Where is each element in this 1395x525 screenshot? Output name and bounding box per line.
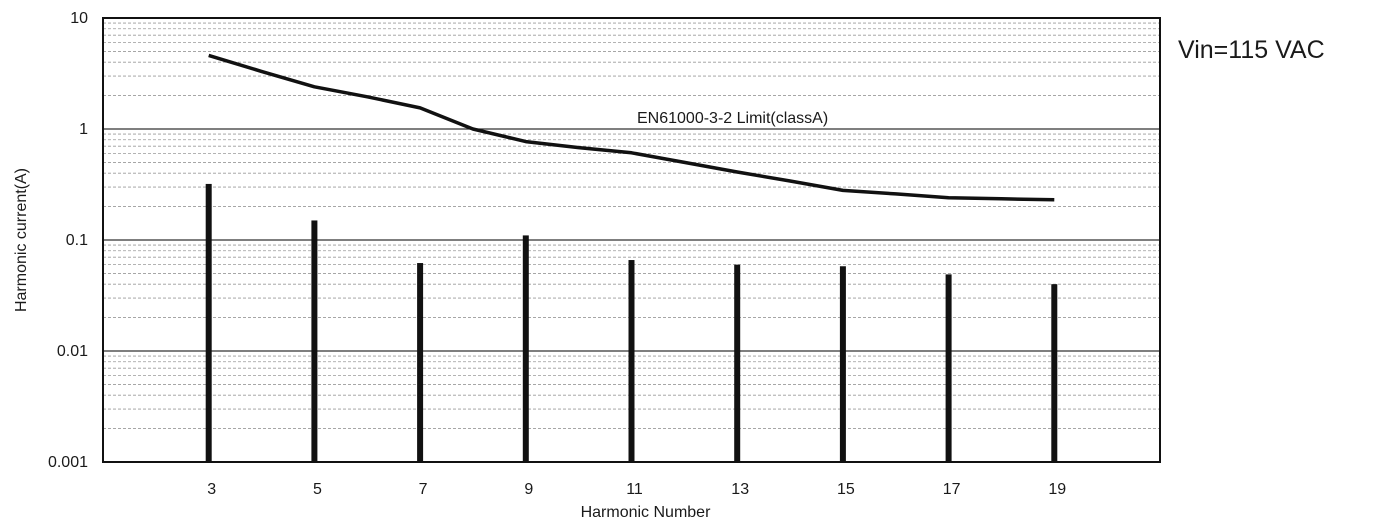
y-tick-label: 0.1 <box>66 232 88 249</box>
x-tick-label: 17 <box>943 481 961 498</box>
bar-h17 <box>945 274 952 462</box>
limit-label: EN61000-3-2 Limit(classA) <box>637 110 828 127</box>
x-axis-label: Harmonic Number <box>581 504 711 521</box>
x-tick-label: 19 <box>1048 481 1066 498</box>
x-tick-label: 11 <box>626 481 643 498</box>
limit-curve <box>208 53 1055 202</box>
y-tick-label: 0.01 <box>57 343 88 360</box>
bar-h9 <box>522 235 529 462</box>
y-axis-label: Harmonic current(A) <box>13 168 30 312</box>
y-tick-label: 1 <box>79 121 88 138</box>
bar-h5 <box>311 220 318 462</box>
bar-h11 <box>628 260 635 462</box>
x-tick-label: 7 <box>419 481 428 498</box>
bar-h7 <box>417 263 424 462</box>
x-tick-label: 13 <box>731 481 749 498</box>
y-tick-labels: 10 1 0.1 0.01 0.001 <box>48 10 88 471</box>
harmonic-bars <box>205 183 1058 463</box>
y-tick-label: 10 <box>70 10 88 27</box>
x-tick-label: 9 <box>524 481 533 498</box>
x-tick-label: 5 <box>313 481 322 498</box>
x-tick-labels: 3 5 7 9 11 13 15 17 19 <box>207 481 1066 498</box>
x-tick-label: 15 <box>837 481 855 498</box>
x-tick-label: 3 <box>207 481 216 498</box>
y-tick-label: 0.001 <box>48 454 88 471</box>
condition-label: Vin=115 VAC <box>1178 36 1325 64</box>
bar-h13 <box>734 264 741 462</box>
bar-h19 <box>1051 284 1058 462</box>
bar-h15 <box>839 266 846 462</box>
bar-h3 <box>205 183 212 463</box>
grid-minor <box>103 22 1160 429</box>
